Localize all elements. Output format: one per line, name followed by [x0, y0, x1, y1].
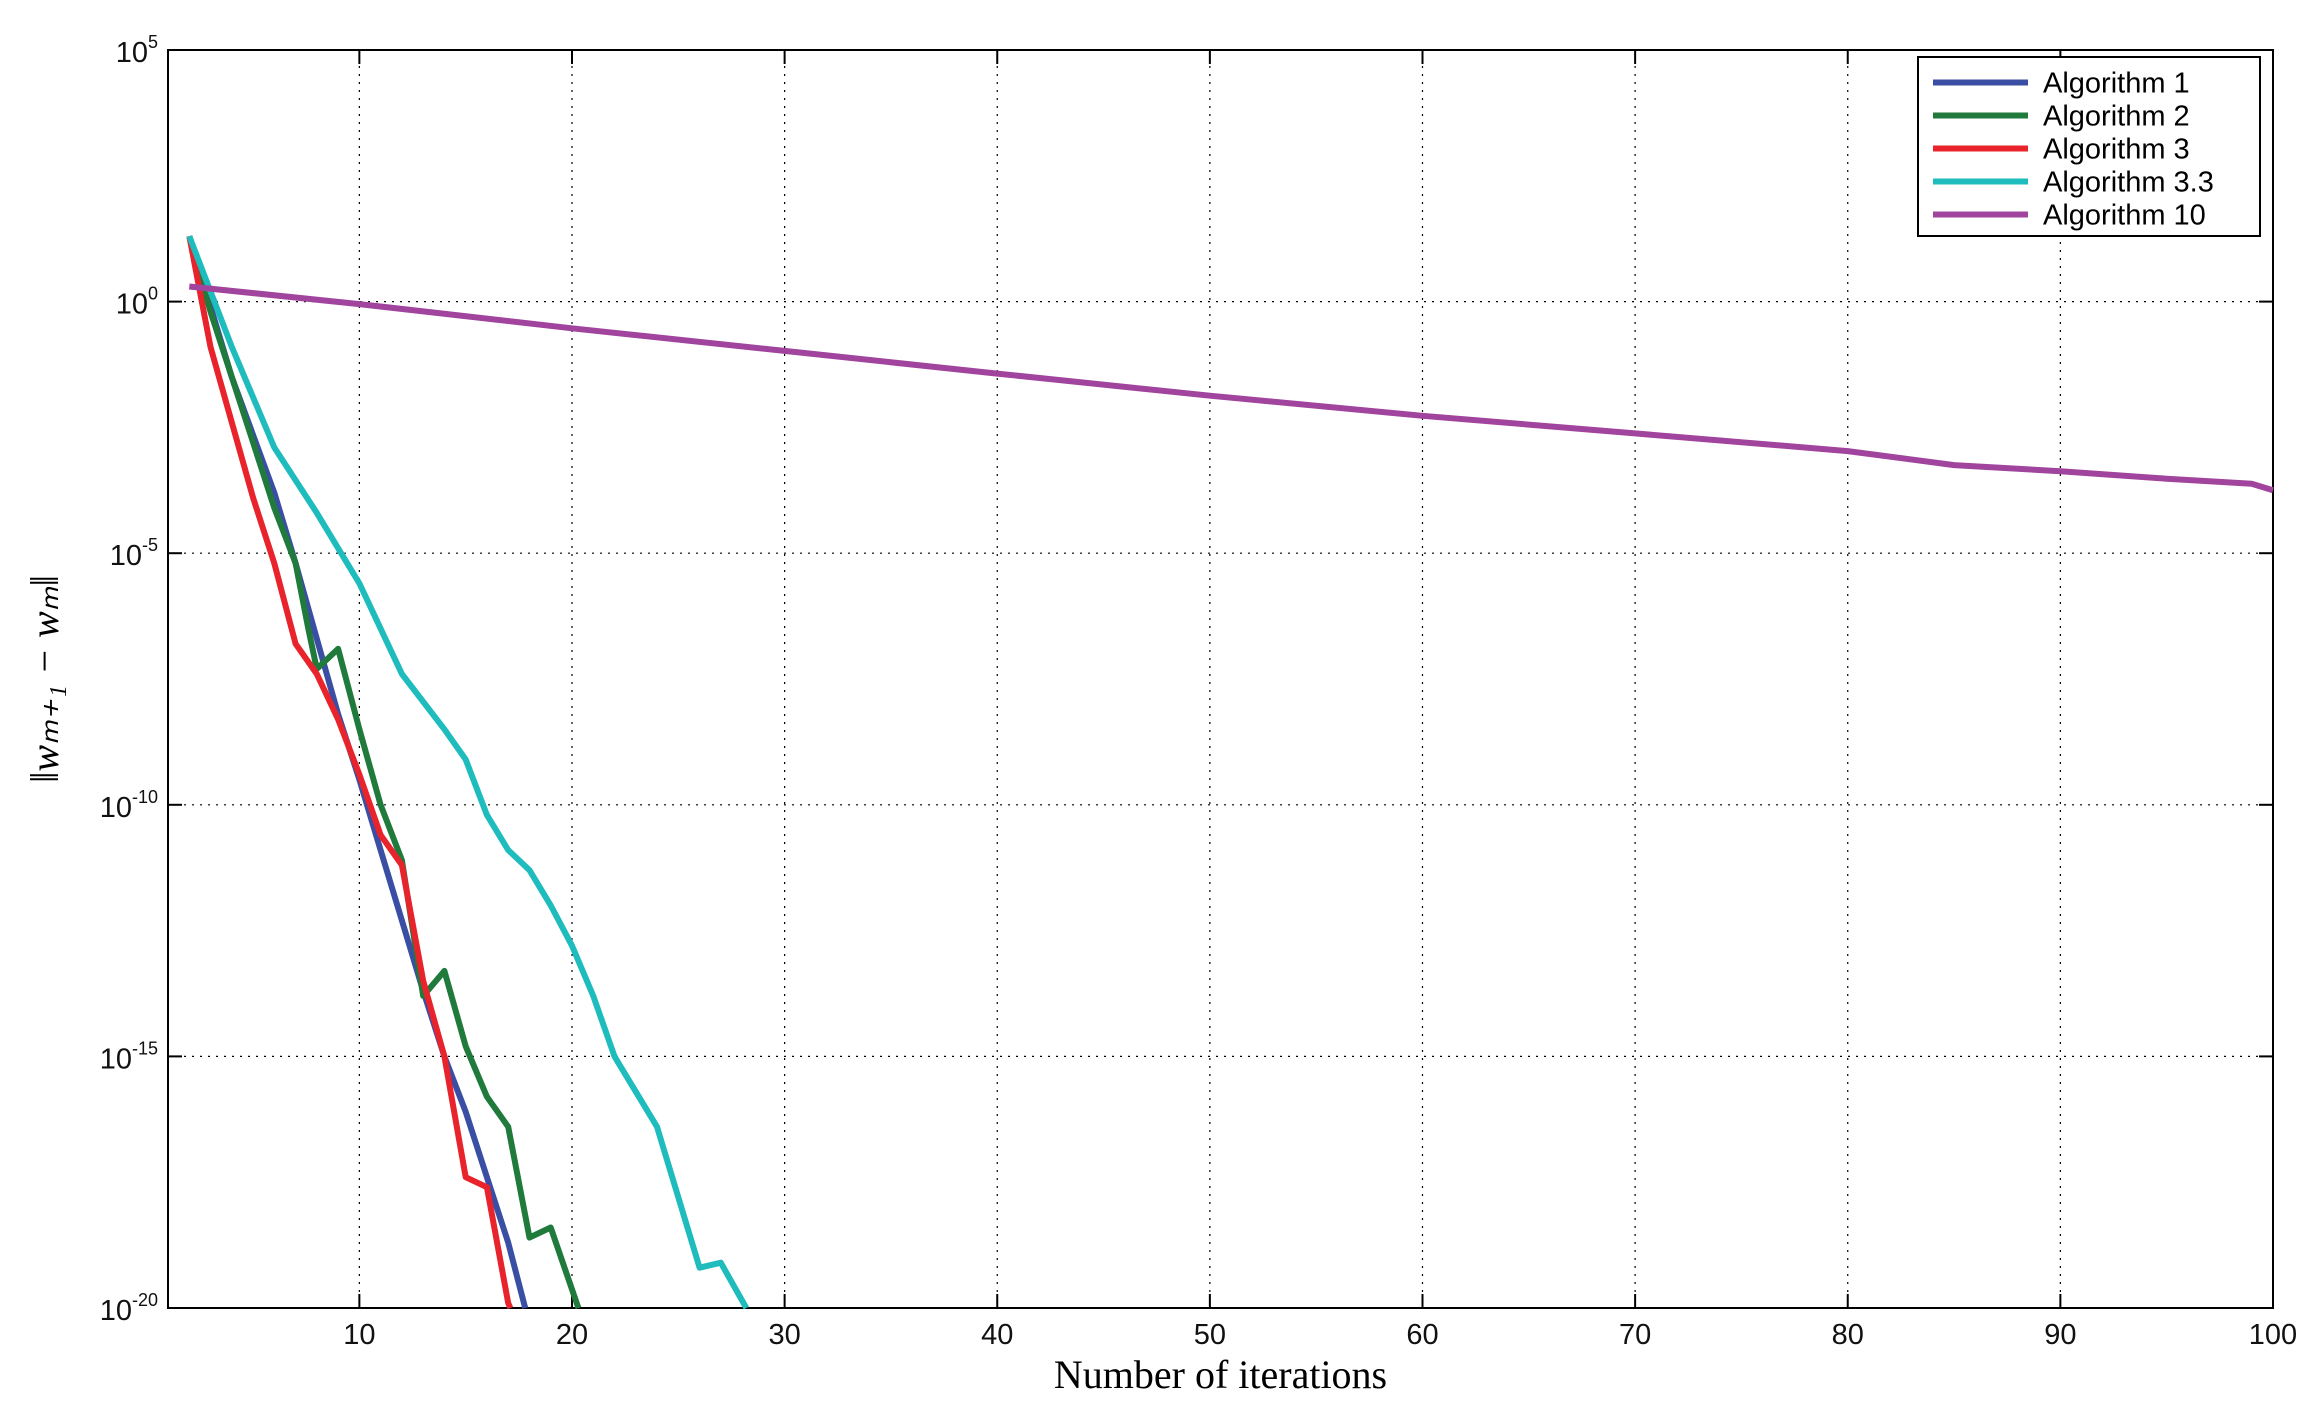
x-tick-label: 60 — [1406, 1319, 1438, 1351]
y-tick-label: 10-5 — [110, 535, 158, 572]
y-tick-label: 10-20 — [100, 1290, 158, 1327]
x-tick-label: 10 — [343, 1319, 375, 1351]
series-line-algorithm-3-3 — [186, 235, 749, 1310]
x-tick-label: 20 — [556, 1319, 588, 1351]
series-line-algorithm-10 — [188, 283, 2274, 494]
y-axis-label: ‖wₘ₊₁ − wₘ‖ — [22, 575, 67, 783]
series-lines — [186, 235, 2274, 1310]
series-line-algorithm-2 — [186, 235, 582, 1309]
axes — [167, 49, 2274, 1309]
x-tick-label: 70 — [1619, 1319, 1651, 1351]
y-tick-label: 10-15 — [100, 1038, 158, 1075]
legend-entry-label: Algorithm 1 — [2043, 68, 2190, 100]
x-tick-label: 100 — [2249, 1319, 2297, 1351]
tick-labels: 10 20 30 40 50 60 70 80 90 100 10-20 10-15 10-10 10-5… — [100, 32, 2297, 1351]
plot-frame — [167, 49, 2274, 1309]
legend-entry-label: Algorithm 10 — [2043, 200, 2206, 232]
x-tick-label: 30 — [768, 1319, 800, 1351]
grid-lines — [168, 50, 2273, 1308]
legend-entry-label: Algorithm 2 — [2043, 101, 2190, 133]
y-tick-label: 100 — [116, 284, 158, 321]
series-line-algorithm-1 — [186, 235, 529, 1309]
y-tick-label: 10-10 — [100, 787, 158, 824]
x-tick-label: 80 — [1832, 1319, 1864, 1351]
x-tick-label: 40 — [981, 1319, 1013, 1351]
legend-entry-label: Algorithm 3 — [2043, 134, 2190, 166]
x-tick-label: 50 — [1194, 1319, 1226, 1351]
y-tick-label: 105 — [116, 32, 158, 69]
series-line-algorithm-3 — [186, 235, 514, 1310]
x-axis-label: Number of iterations — [1054, 1352, 1387, 1397]
legend-entry-label: Algorithm 3.3 — [2043, 167, 2214, 199]
x-tick-label: 90 — [2044, 1319, 2076, 1351]
